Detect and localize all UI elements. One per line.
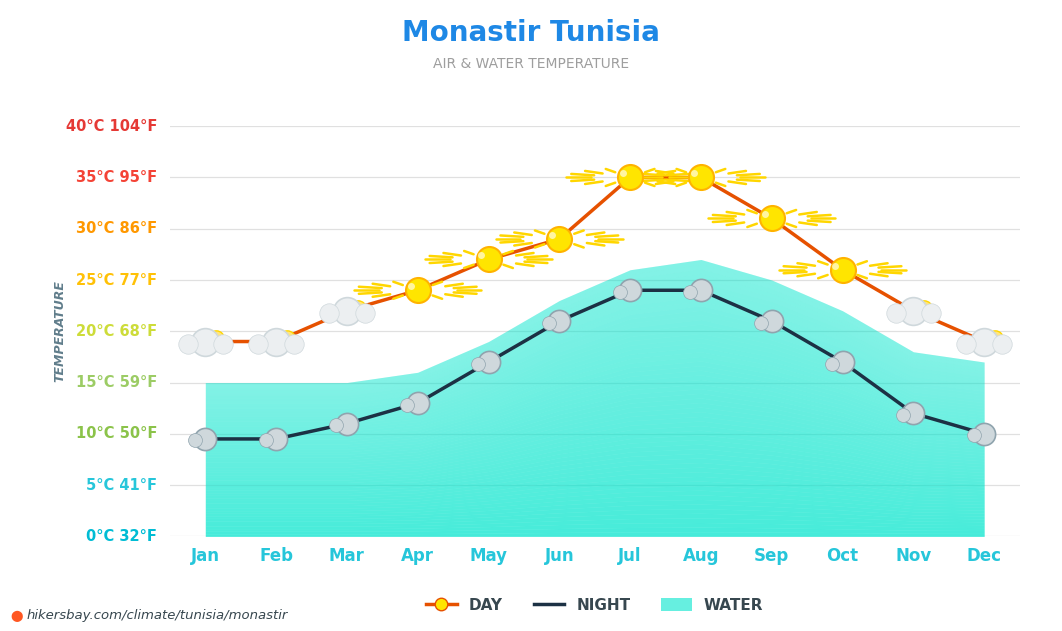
Legend: DAY, NIGHT, WATER: DAY, NIGHT, WATER <box>421 592 769 619</box>
Text: Monastir Tunisia: Monastir Tunisia <box>402 19 660 47</box>
Text: ⬤: ⬤ <box>11 610 23 622</box>
Text: hikersbay.com/climate/tunisia/monastir: hikersbay.com/climate/tunisia/monastir <box>27 608 288 622</box>
Text: TEMPERATURE: TEMPERATURE <box>53 280 66 382</box>
Text: 15°C 59°F: 15°C 59°F <box>75 375 157 390</box>
Text: 25°C 77°F: 25°C 77°F <box>76 273 157 288</box>
Text: 30°C 86°F: 30°C 86°F <box>76 221 157 236</box>
Text: 5°C 41°F: 5°C 41°F <box>86 478 157 493</box>
Text: AIR & WATER TEMPERATURE: AIR & WATER TEMPERATURE <box>433 57 629 71</box>
Text: 40°C 104°F: 40°C 104°F <box>66 119 157 134</box>
Text: 0°C 32°F: 0°C 32°F <box>86 529 157 544</box>
Text: 10°C 50°F: 10°C 50°F <box>75 427 157 441</box>
Text: 35°C 95°F: 35°C 95°F <box>76 170 157 185</box>
Text: 20°C 68°F: 20°C 68°F <box>76 324 157 339</box>
